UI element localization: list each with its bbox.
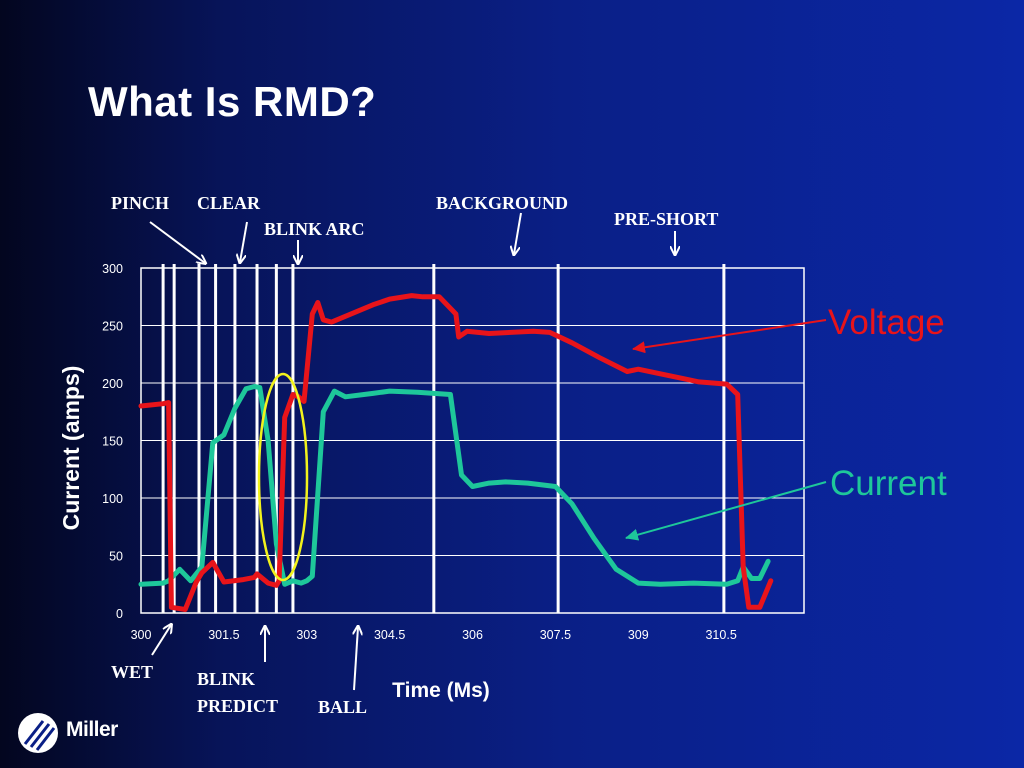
x-tick-label: 310.5: [705, 628, 736, 642]
legend-current: Current: [830, 464, 947, 503]
y-tick-label: 300: [102, 262, 123, 276]
annotation-background: BACKGROUND: [436, 193, 568, 213]
y-tick-label: 150: [102, 435, 123, 449]
annotation-predict: PREDICT: [197, 696, 278, 716]
x-tick-label: 300: [131, 628, 152, 642]
miller-logo-text: Miller: [66, 718, 118, 741]
x-tick-label: 307.5: [540, 628, 571, 642]
series-voltage-line: [138, 293, 774, 612]
x-tick-labels: 300 301.5 303 304.5 306 307.5 309 310.5: [131, 628, 737, 642]
voltage-pointer-arrow: [632, 319, 827, 354]
y-tick-label: 0: [116, 607, 123, 621]
annotation-ball: BALL: [318, 697, 367, 717]
annotation-pinch: PINCH: [111, 193, 169, 213]
annotation-wet: WET: [111, 662, 153, 682]
x-tick-label: 304.5: [374, 628, 405, 642]
x-axis-label: Time (Ms): [392, 679, 490, 702]
annotation-clear: CLEAR: [197, 193, 261, 213]
slide-title: What Is RMD?: [88, 78, 377, 125]
x-tick-label: 301.5: [208, 628, 239, 642]
pinch-arrow: [149, 221, 205, 263]
y-tick-label: 200: [102, 377, 123, 391]
ball-arrow: [354, 627, 358, 691]
y-tick-label: 250: [102, 320, 123, 334]
current-pointer-arrow: [625, 481, 827, 541]
x-tick-label: 306: [462, 628, 483, 642]
wet-arrow: [151, 625, 171, 656]
phase-marker-lines: [161, 264, 726, 613]
legend-voltage: Voltage: [828, 303, 945, 342]
miller-logo-icon: [18, 713, 58, 753]
highlight-ellipse: [257, 372, 309, 582]
gridlines: [141, 325, 804, 556]
y-tick-label: 50: [109, 550, 123, 564]
y-tick-labels: 0 50 100 150 200 250 300: [102, 262, 123, 621]
x-tick-label: 309: [628, 628, 649, 642]
annotation-blink-arc: BLINK ARC: [264, 219, 365, 239]
y-tick-label: 100: [102, 492, 123, 506]
annotation-pre-short: PRE-SHORT: [614, 209, 718, 229]
x-tick-label: 303: [296, 628, 317, 642]
clear-arrow: [240, 221, 248, 262]
series-current-line: [138, 384, 771, 587]
background-arrow: [514, 212, 522, 254]
y-axis-label: Current (amps): [58, 366, 84, 531]
annotation-blink: BLINK: [197, 669, 255, 689]
